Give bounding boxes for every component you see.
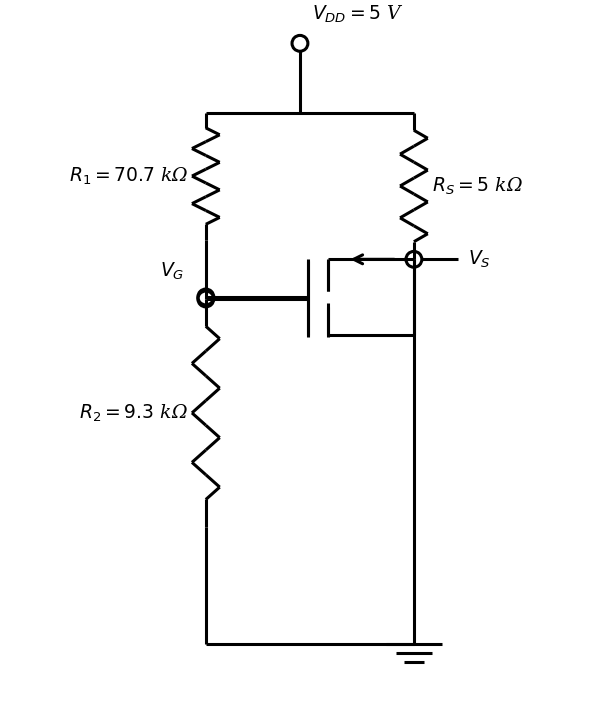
Text: $R_1 = 70.7$ kΩ: $R_1 = 70.7$ kΩ <box>68 165 188 187</box>
Text: $V_G$: $V_G$ <box>160 261 184 282</box>
Text: $V_{DD} = 5$ V: $V_{DD} = 5$ V <box>312 4 404 25</box>
Text: $R_S = 5$ kΩ: $R_S = 5$ kΩ <box>432 175 523 196</box>
Text: $R_2 = 9.3$ kΩ: $R_2 = 9.3$ kΩ <box>79 402 188 423</box>
Text: $V_S$: $V_S$ <box>468 249 491 270</box>
